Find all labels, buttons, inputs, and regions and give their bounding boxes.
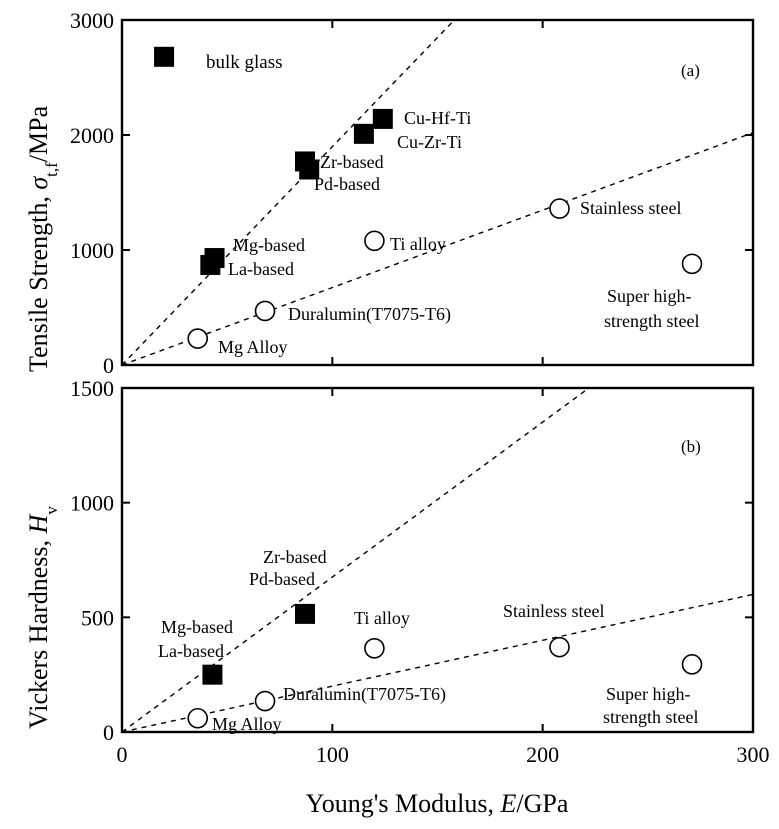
crystalline-point-super-high-strength-steel <box>681 253 703 275</box>
crystalline-point-mg-alloy <box>187 328 209 349</box>
label-bulk-glass: bulk glass <box>206 52 283 73</box>
panel-a-y-axis-title-unit: /MPa <box>24 105 53 162</box>
y-tick-label: 0 <box>103 353 114 378</box>
label-b-ti-alloy: Ti alloy <box>354 608 410 628</box>
crystalline-point-mg-alloy <box>187 707 209 729</box>
panel-a-trend-lines <box>121 19 754 366</box>
y-tick-label: 1500 <box>70 376 114 401</box>
panel-a-y-axis-title-symbol: σ <box>24 176 53 190</box>
panel-b-y-axis-title-main: Vickers Hardness, <box>24 533 53 729</box>
label-b-duralumin: Duralumin(T7075-T6) <box>283 684 446 705</box>
panel-b-y-axis-title: Vickers Hardness, Hv <box>24 506 61 729</box>
panel-b-frame <box>120 386 755 734</box>
trend-line-b-2 <box>121 593 754 733</box>
label-mg-based: Mg-based <box>233 235 305 255</box>
label-cu-hf-ti: Cu-Hf-Ti <box>404 108 471 128</box>
glass-point-pd-based <box>299 159 320 180</box>
label-stainless-steel: Stainless steel <box>580 198 682 218</box>
crystalline-point-super-high-strength-steel <box>681 654 703 675</box>
label-b-zr-based: Zr-based <box>263 547 327 567</box>
panel-b-point-labels: Zr-based Pd-based Mg-based La-based Ti a… <box>158 547 698 734</box>
panel-a-ticks: 0 1000 2000 3000 <box>70 8 754 378</box>
label-b-super-high-2: strength steel <box>603 707 698 727</box>
label-super-high-2: strength steel <box>604 311 699 331</box>
panel-a-point-labels: bulk glass Cu-Hf-Ti Cu-Zr-Ti Zr-based Pd… <box>206 52 699 357</box>
panel-b-y-axis-title-symbol: H <box>24 513 53 534</box>
glass-point-zr-based-pd-based <box>294 603 315 624</box>
label-b-super-high-1: Super high- <box>606 684 691 704</box>
panel-b-y-axis-title-subscript: v <box>42 506 61 515</box>
x-axis-title-symbol: E <box>500 789 517 818</box>
panel-a-points <box>154 46 703 349</box>
crystalline-point-duralumin-t7075-t6 <box>254 300 276 322</box>
x-axis-title-unit: /GPa <box>516 789 568 818</box>
y-tick-label: 1000 <box>70 238 114 263</box>
label-pd-based: Pd-based <box>314 174 380 194</box>
label-mg-alloy: Mg Alloy <box>218 337 288 357</box>
panel-a-frame <box>120 18 755 367</box>
panel-b-trend-lines <box>121 387 754 733</box>
label-ti-alloy: Ti alloy <box>390 234 446 254</box>
label-zr-based: Zr-based <box>320 152 384 172</box>
x-tick-label: 200 <box>526 742 559 767</box>
glass-point-cu-zr-ti <box>353 123 374 144</box>
glass-point-cu-hf-ti <box>372 108 393 129</box>
label-b-pd-based: Pd-based <box>249 569 315 589</box>
panel-b-points <box>187 603 703 729</box>
crystalline-point-stainless-steel <box>549 636 570 658</box>
panel-a-label: (a) <box>681 61 700 80</box>
label-b-stainless-steel: Stainless steel <box>503 601 605 621</box>
glass-point-mg-based-la-based <box>202 664 223 685</box>
trend-line-a-2 <box>121 132 754 366</box>
y-tick-label: 2000 <box>70 123 114 148</box>
glass-point-la-based <box>200 254 221 275</box>
panel-a: (a) 0 1000 2000 3000 bulk glass Cu-Hf-Ti Cu… <box>24 8 755 378</box>
panel-a-y-axis-title-subscript: t,f <box>42 162 61 177</box>
y-tick-label: 1000 <box>70 491 114 516</box>
y-tick-label: 3000 <box>70 8 114 33</box>
x-axis-title: Young's Modulus, E/GPa <box>306 789 569 818</box>
label-duralumin: Duralumin(T7075-T6) <box>288 304 451 325</box>
panel-b-ticks: 0 500 1000 1500 0 100 200 300 <box>70 376 770 767</box>
y-tick-label: 0 <box>103 720 114 745</box>
y-tick-label: 500 <box>81 605 114 630</box>
panel-b: (b) 0 500 1000 1500 0 100 200 300 Zr-based Pd-b… <box>24 376 770 818</box>
label-b-mg-based: Mg-based <box>161 617 233 637</box>
crystalline-point-ti-alloy <box>364 230 385 252</box>
x-tick-label: 0 <box>117 742 128 767</box>
panel-b-label: (b) <box>681 437 701 456</box>
trend-line-b-1 <box>121 387 590 733</box>
label-b-mg-alloy: Mg Alloy <box>212 714 282 734</box>
panel-a-y-axis-title: Tensile Strength, σt,f/MPa <box>24 105 61 372</box>
x-tick-label: 300 <box>737 742 770 767</box>
label-super-high-1: Super high- <box>607 286 692 306</box>
x-axis-title-main: Young's Modulus, <box>306 789 501 818</box>
x-tick-label: 100 <box>316 742 349 767</box>
crystalline-point-ti-alloy <box>364 637 385 659</box>
label-la-based: La-based <box>228 259 294 279</box>
glass-point-legend <box>154 46 175 67</box>
label-cu-zr-ti: Cu-Zr-Ti <box>397 132 462 152</box>
label-b-la-based: La-based <box>158 641 224 661</box>
crystalline-point-stainless-steel <box>549 198 570 219</box>
panel-a-y-axis-title-main: Tensile Strength, <box>24 190 53 372</box>
crystalline-point-duralumin-t7075-t6 <box>254 690 276 712</box>
